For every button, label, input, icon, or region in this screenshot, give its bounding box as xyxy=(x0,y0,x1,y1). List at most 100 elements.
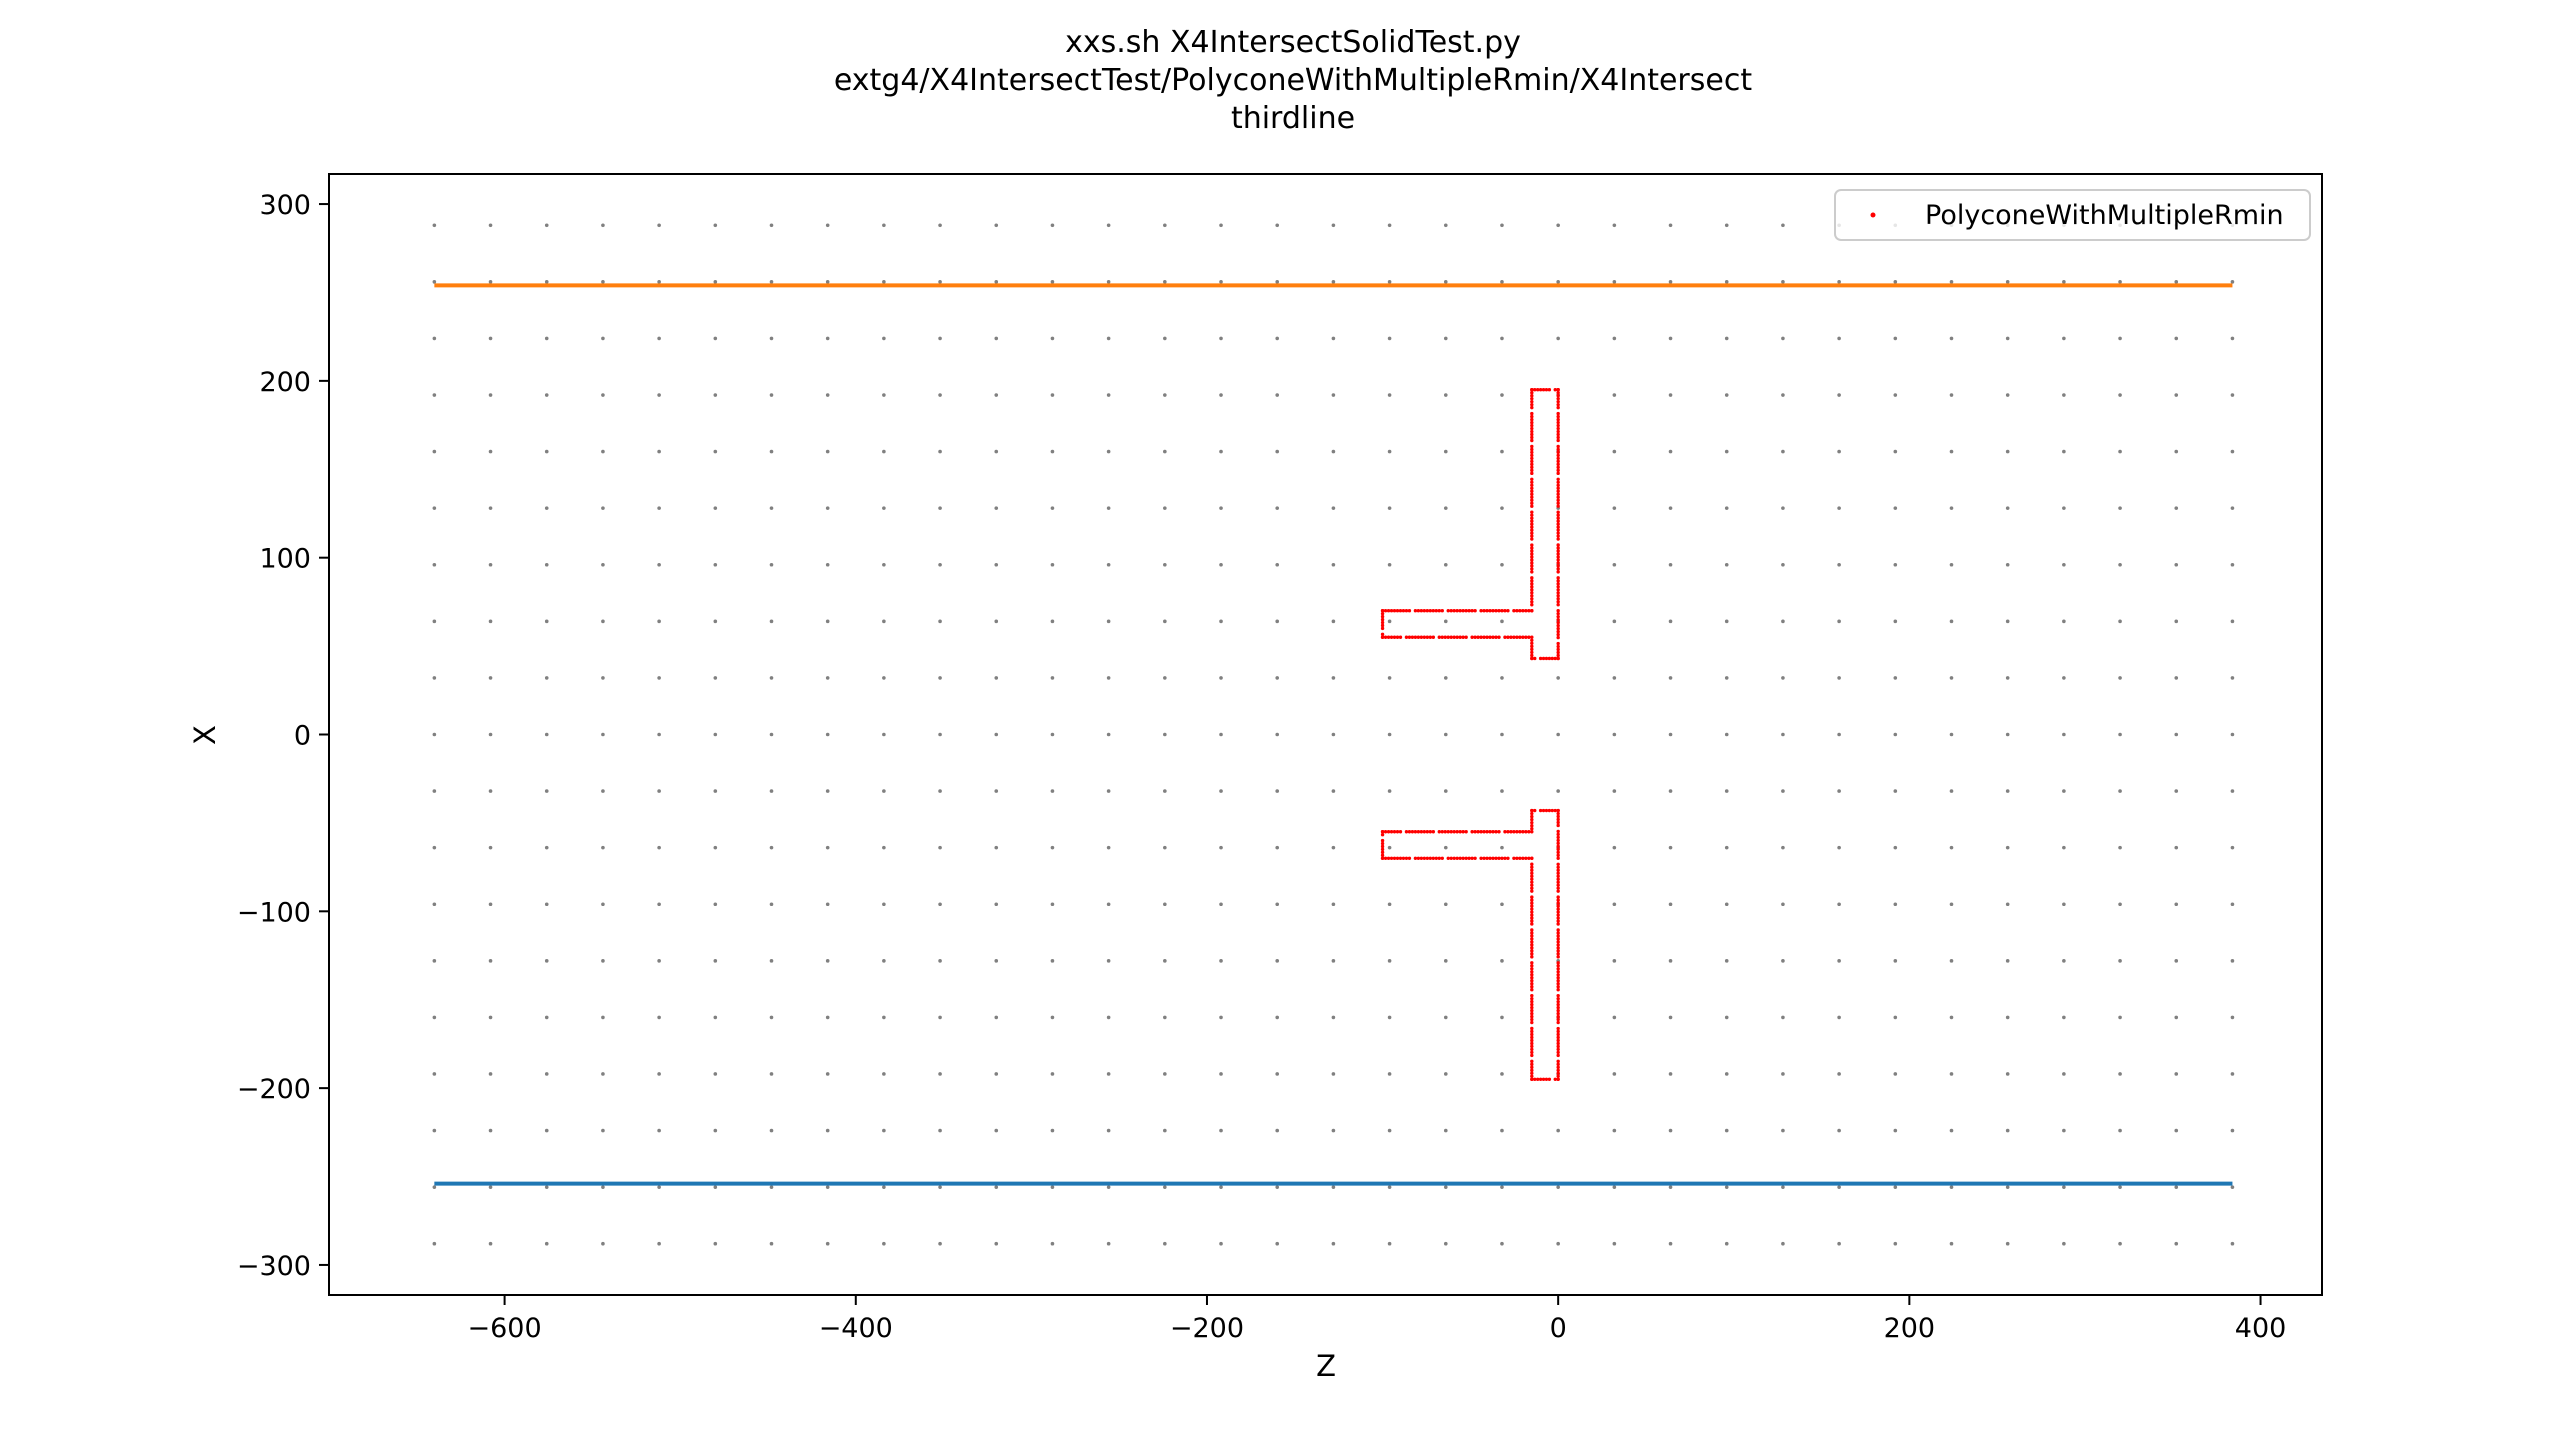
genstep-dot xyxy=(657,449,661,454)
intersect-point xyxy=(1512,609,1516,613)
genstep-dot xyxy=(1219,789,1223,793)
intersect-point xyxy=(1530,817,1534,822)
intersect-point xyxy=(1485,609,1489,613)
genstep-dot xyxy=(882,449,886,454)
intersect-point xyxy=(1556,877,1560,881)
intersect-point xyxy=(1413,830,1418,834)
genstep-dot xyxy=(544,1072,549,1076)
intersect-point xyxy=(1556,468,1560,473)
genstep-dot xyxy=(1612,336,1617,341)
genstep-dot xyxy=(2230,845,2235,850)
intersect-point xyxy=(1392,830,1397,834)
intersect-point xyxy=(1530,928,1534,932)
genstep-dot xyxy=(1219,732,1223,737)
intersect-point xyxy=(1476,830,1480,834)
intersect-point xyxy=(1535,1077,1540,1081)
intersect-point xyxy=(1530,987,1534,992)
genstep-dot xyxy=(1275,393,1280,397)
genstep-dot xyxy=(1893,1128,1898,1133)
intersect-point xyxy=(1500,609,1504,613)
intersect-point xyxy=(1392,609,1397,613)
x-tick-label: 200 xyxy=(1884,1313,1936,1344)
genstep-dot xyxy=(1556,789,1560,793)
intersect-point xyxy=(1556,940,1560,944)
intersect-point xyxy=(1556,632,1560,637)
intersect-point xyxy=(1556,934,1560,938)
genstep-dot xyxy=(1443,1072,1448,1076)
intersect-point xyxy=(1455,635,1459,639)
intersect-point xyxy=(1541,808,1546,813)
genstep-dot xyxy=(2174,732,2179,737)
genstep-dot xyxy=(825,959,830,963)
genstep-dot xyxy=(2174,562,2179,567)
intersect-point xyxy=(1556,492,1560,496)
genstep-dot xyxy=(2174,959,2179,963)
intersect-point xyxy=(1556,835,1560,840)
intersect-point xyxy=(1530,426,1534,431)
intersect-point xyxy=(1530,405,1534,410)
intersect-point xyxy=(1556,988,1560,992)
intersect-point xyxy=(1473,856,1477,860)
genstep-dot xyxy=(882,506,886,510)
genstep-dot xyxy=(1275,1072,1280,1076)
genstep-dot xyxy=(1219,336,1223,341)
intersect-point xyxy=(1556,946,1560,950)
genstep-dot xyxy=(1556,280,1560,284)
intersect-point xyxy=(1556,498,1560,502)
genstep-dot xyxy=(1443,845,1448,850)
genstep-dot xyxy=(2062,393,2066,397)
intersect-point xyxy=(1530,830,1534,834)
genstep-dot xyxy=(994,336,999,341)
genstep-dot xyxy=(1893,789,1898,793)
intersect-point xyxy=(1530,516,1534,520)
intersect-point xyxy=(1556,459,1560,464)
genstep-dot xyxy=(2230,1015,2235,1020)
intersect-point xyxy=(1488,635,1492,639)
genstep-dot xyxy=(1500,1241,1504,1246)
intersect-point xyxy=(1556,414,1560,419)
intersect-point xyxy=(1380,611,1385,616)
genstep-dot xyxy=(1612,789,1617,793)
genstep-dot xyxy=(432,902,437,907)
genstep-dot xyxy=(1275,449,1280,454)
genstep-dot xyxy=(1949,676,1954,680)
intersect-point xyxy=(1395,635,1400,639)
intersect-point xyxy=(1515,830,1519,834)
intersect-point xyxy=(1530,609,1534,613)
intersect-point xyxy=(1524,609,1528,613)
intersect-point xyxy=(1413,635,1418,639)
intersect-point xyxy=(1431,856,1436,860)
genstep-dot xyxy=(1500,223,1504,228)
genstep-dot xyxy=(2174,676,2179,680)
genstep-dot xyxy=(2118,506,2122,510)
intersect-points xyxy=(1380,388,1560,1081)
intersect-point xyxy=(1494,856,1498,860)
genstep-dot xyxy=(601,1072,605,1076)
intersect-point xyxy=(1530,537,1534,541)
genstep-dot xyxy=(825,506,830,510)
intersect-point xyxy=(1530,513,1534,517)
intersect-point xyxy=(1479,830,1483,834)
intersect-point xyxy=(1461,830,1465,834)
intersect-point xyxy=(1530,964,1534,968)
intersect-point xyxy=(1521,856,1525,860)
intersect-point xyxy=(1530,904,1534,908)
genstep-dot xyxy=(882,1185,886,1189)
intersect-point xyxy=(1473,609,1477,613)
intersect-point xyxy=(1494,609,1498,613)
intersect-point xyxy=(1530,411,1534,416)
genstep-dot xyxy=(1443,223,1448,228)
genstep-dot xyxy=(2005,619,2010,624)
intersect-point xyxy=(1556,453,1560,458)
intersect-point xyxy=(1473,830,1477,834)
genstep-dot xyxy=(1668,449,1673,454)
genstep-dot xyxy=(544,1015,549,1020)
legend: PolyconeWithMultipleRmin xyxy=(1834,189,2311,241)
genstep-dot xyxy=(488,1241,493,1246)
intersect-point xyxy=(1556,600,1560,604)
genstep-dot xyxy=(1219,676,1223,680)
genstep-dot xyxy=(1500,562,1504,567)
genstep-dot xyxy=(1050,1241,1055,1246)
genstep-dot xyxy=(994,1185,999,1189)
intersect-point xyxy=(1530,552,1534,556)
